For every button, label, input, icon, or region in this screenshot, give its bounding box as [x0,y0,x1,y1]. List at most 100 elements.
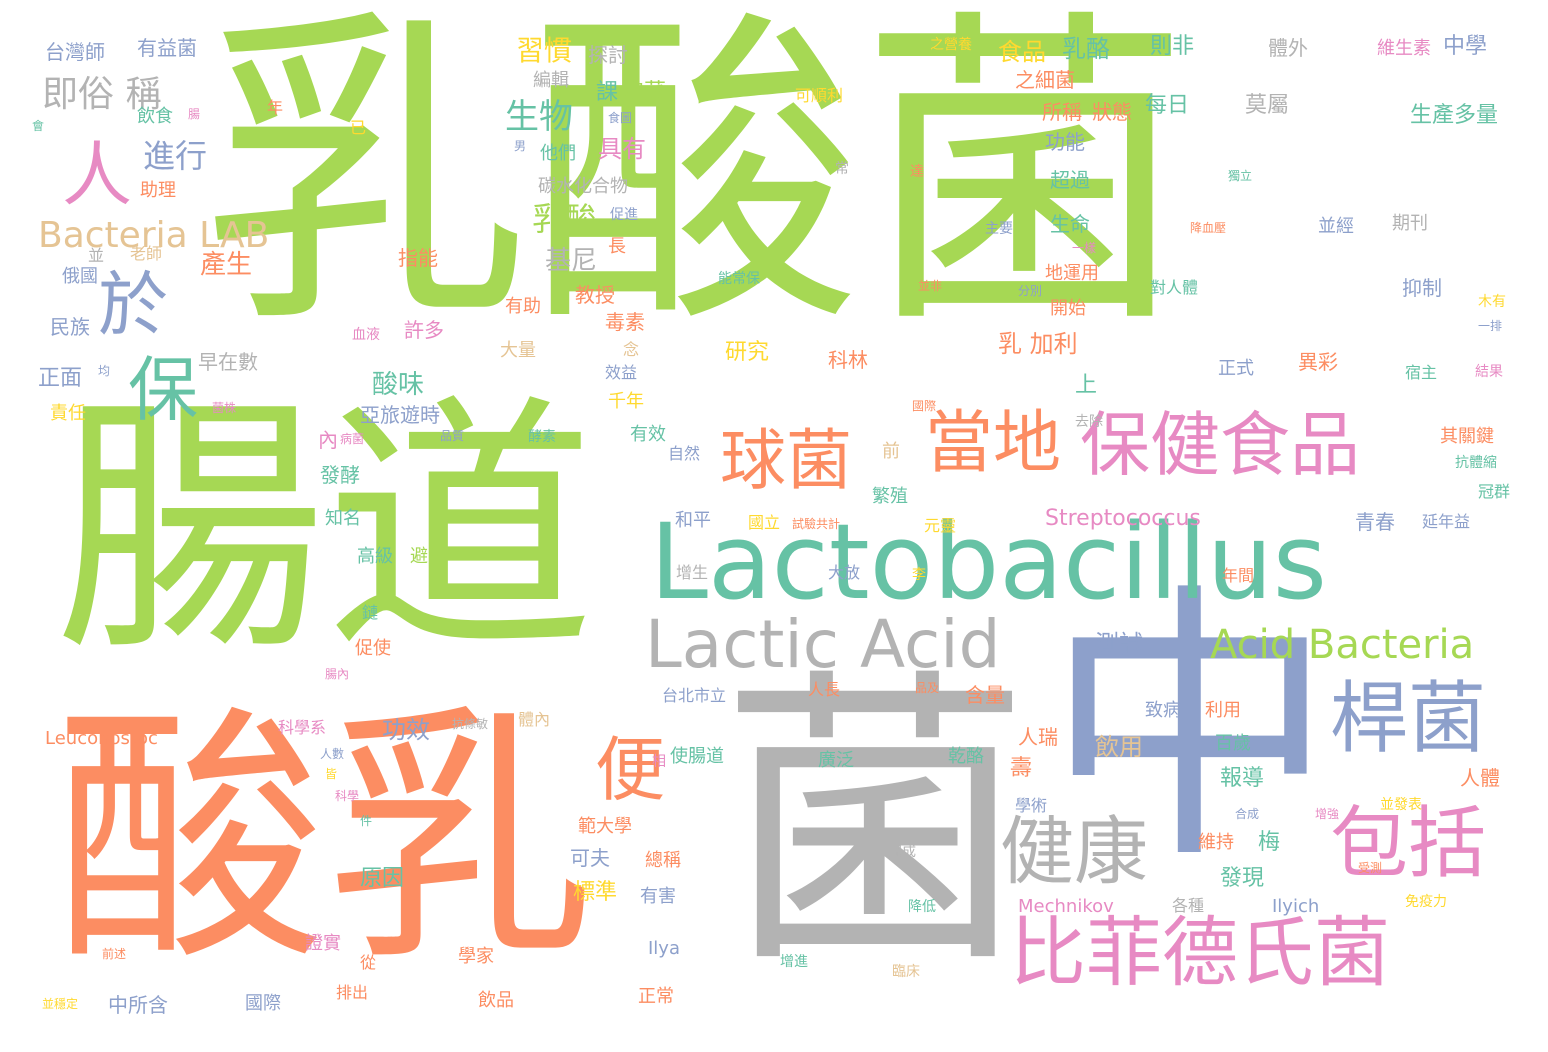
word-mass-produce: 生產多量 [1410,103,1499,128]
word-enhance: 增進 [780,954,808,970]
word-of-bacteria: 之細菌 [1015,68,1075,92]
word-natural: 自然 [668,444,701,463]
word-asia-travel: 亞旅遊時 [360,403,440,427]
word-standard: 標準 [573,880,618,905]
word-begin: 開始 [1050,298,1086,319]
word-middle-school: 中學 [1443,34,1488,59]
word-longevity-2: 壽 [1010,756,1033,781]
word-cocci: 球菌 [720,422,852,499]
word-content: 含量 [965,683,1005,707]
word-independent: 獨立 [1228,169,1253,183]
word-lower-bp: 降血壓 [1190,221,1227,235]
word-official: 正式 [1218,358,1254,379]
word-lower: 降低 [908,899,936,915]
word-keep-often: 能常保 [718,271,760,287]
word-make-intestine: 使腸道 [670,746,724,767]
word-bacteria: 菌 [720,644,1030,1005]
word-explore: 探討 [588,43,628,67]
word-li: 李 [912,567,926,583]
word-kov: 可夫 [570,846,610,870]
word-daily: 每日 [1145,93,1190,118]
word-national: 國立 [748,513,781,532]
word-remove: 去除 [1075,414,1103,430]
word-famous: 知名 [325,508,361,529]
word-result: 結果 [1475,364,1503,380]
word-products: 品及 [915,681,940,695]
word-various: 各種 [1172,896,1205,915]
word-and-stable: 並穩定 [42,997,79,1011]
word-professor: 教授 [575,283,615,307]
word-refers: 指能 [398,246,438,270]
word-leuconostoc: Leuconostoc [45,728,158,749]
word-harmful: 有害 [640,886,676,907]
word-as-early: 早在數 [198,350,258,374]
word-apply: 地運用 [1045,263,1099,284]
word-one-row: 一排 [1478,319,1503,333]
word-year: 年 [267,98,284,117]
word-convenience: 便 [595,729,665,811]
word-not: 並非 [918,279,943,293]
word-item: 件 [360,814,373,828]
word-trial-total: 試驗共計 [792,517,841,531]
word-state: 狀態 [1092,100,1132,124]
word-strengthen: 增強 [1315,807,1340,821]
word-bacilli: 桿菌 [1330,674,1487,764]
word-from: 從 [360,953,377,972]
word-mu-you: 木有 [1478,294,1506,310]
word-ethnic: 民族 [50,315,90,339]
word-health-food: 保健食品 [1080,404,1360,486]
word-reach: 達 [910,164,924,180]
word-toxin: 毒素 [605,310,645,334]
word-crown: 冠群 [1478,482,1511,501]
word-already: 已 [350,118,367,137]
word-diet: 飲食 [137,106,173,127]
word-genie: 基尼 [545,246,598,276]
word-shine: 大放 [828,563,861,582]
word-nian: 念 [623,340,640,359]
word-collin: 科林 [828,348,868,372]
word-yogurt: 酸乳 [55,682,595,997]
word-longevity: 延年益 [1422,512,1471,531]
word-they: 他們 [540,143,576,164]
word-at: 於 [98,264,168,346]
word-maintain: 維持 [1198,832,1234,853]
word-confirm: 證實 [305,933,341,954]
word-biology: 生物 [505,97,573,137]
word-quality: 品質 [440,429,465,443]
word-immunity: 免疫力 [1405,894,1447,910]
word-reproduce: 繁殖 [872,486,908,507]
word-male: 男 [514,139,527,153]
word-will: 會 [32,119,45,133]
word-inside: 內 [318,428,338,452]
word-responsibility: 責任 [50,403,86,424]
word-main: 主要 [985,221,1013,237]
word-lactic-acid: Lactic Acid [645,606,1001,683]
word-milk-kali: 乳 加利 [998,330,1078,358]
word-subjects: 受測 [1358,861,1383,875]
word-normally: 正常 [638,986,674,1007]
word-helpful: 有助 [505,296,541,317]
word-drink: 飲用 [1095,733,1143,761]
word-bacteria-lab: Bacteria LAB [38,215,270,256]
word-protect: 保 [128,349,198,431]
word-function: 功能 [1045,130,1085,154]
word-complete: 完成 [888,844,916,860]
word-ilyich: Ilyich [1272,896,1320,917]
word-so-called: 所稱 [1042,100,1082,124]
word-intestine: 腸道 [55,372,595,687]
word-gut: 腸 [188,107,201,121]
word-vitamin: 維生素 [1377,38,1431,59]
word-many: 許多 [404,318,444,342]
word-food: 食品 [998,38,1046,66]
word-international: 國際 [245,993,281,1014]
word-benefit: 效益 [605,363,638,382]
word-often: 常 [835,161,849,177]
word-produce: 產生 [200,250,253,280]
word-bifidobacterium: 比菲德氏菌 [1010,908,1390,997]
word-host: 宿主 [1405,363,1438,382]
word-carbohydrate: 碳水化合物 [538,176,628,197]
word-discover: 發現 [1220,866,1265,891]
word-include: 包括 [1330,799,1487,889]
word-health: 健康 [1000,809,1148,895]
word-research: 研究 [725,340,770,365]
